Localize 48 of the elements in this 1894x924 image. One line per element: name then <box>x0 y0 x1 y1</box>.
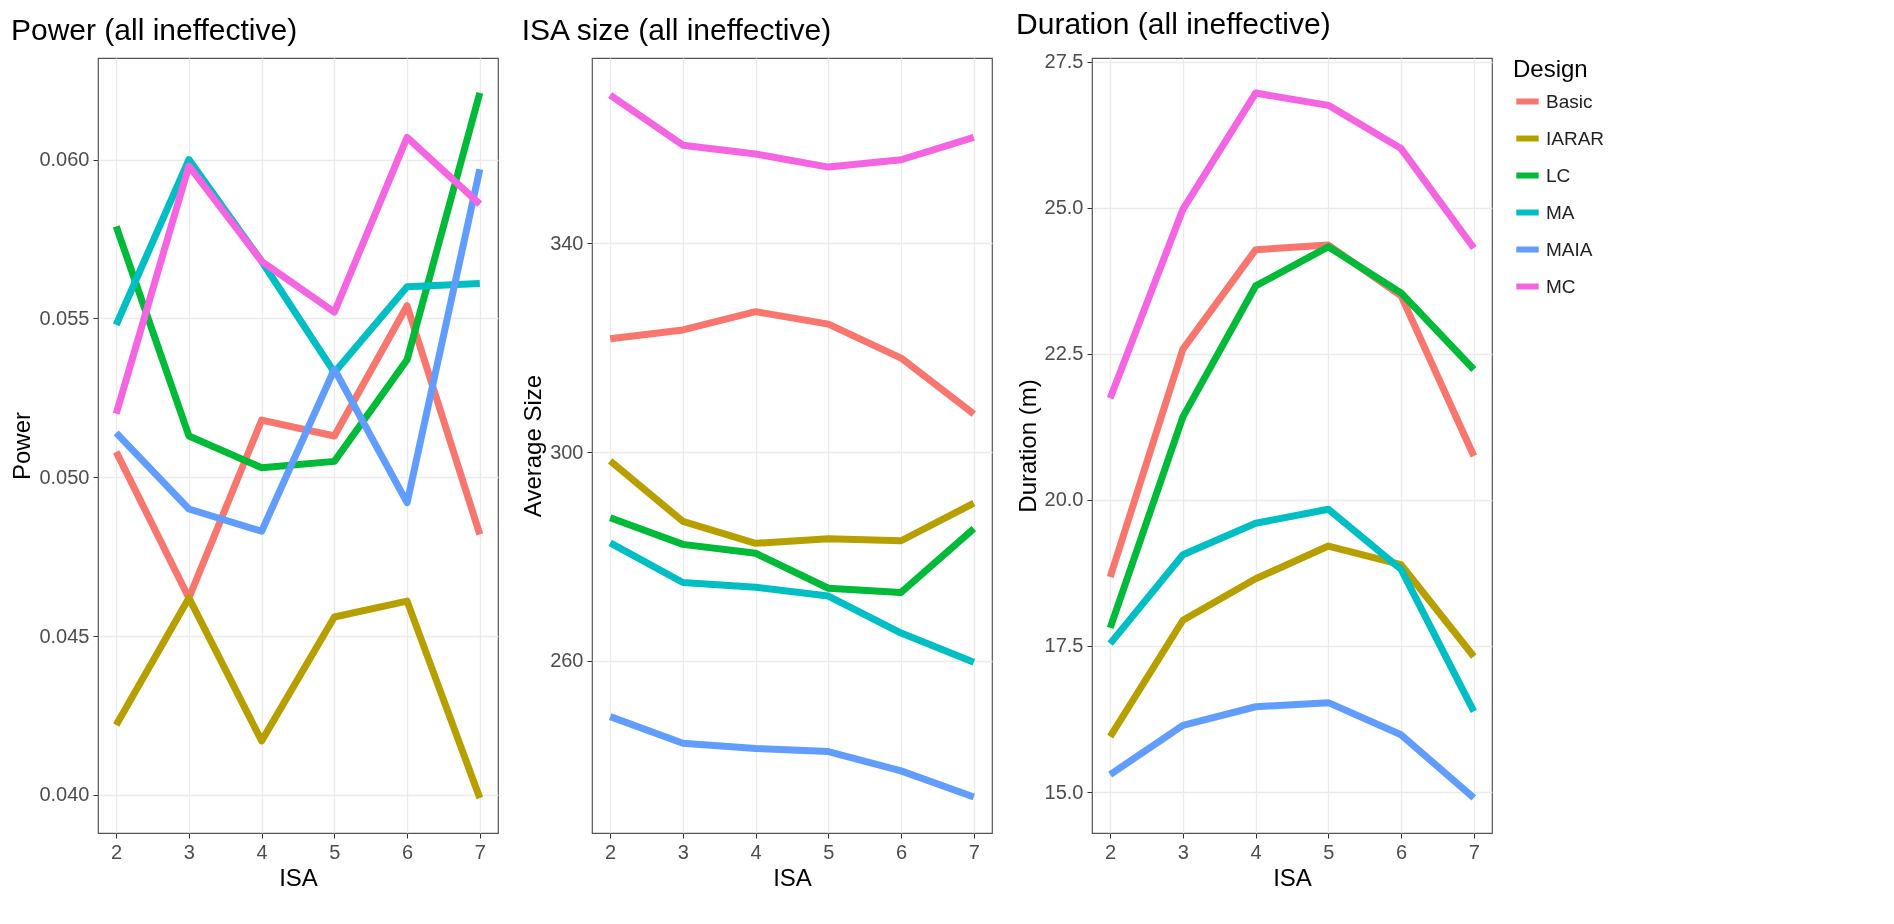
y-tick-label: 15.0 <box>1044 780 1084 803</box>
x-tick-label: 5 <box>823 840 835 863</box>
y-axis-title: Average Size <box>519 374 547 518</box>
legend-label: MAIA <box>1546 238 1593 260</box>
x-tick-label: 5 <box>1323 840 1335 863</box>
x-tick-label: 5 <box>329 840 341 863</box>
y-tick-label: 25.0 <box>1044 196 1084 219</box>
chart-title: ISA size (all ineffective) <box>521 13 832 46</box>
y-tick-label: 20.0 <box>1044 488 1084 511</box>
y-tick-label: 17.5 <box>1044 634 1084 657</box>
x-axis-title: ISA <box>773 863 812 891</box>
x-tick-label: 2 <box>605 840 617 863</box>
y-tick-label: 300 <box>550 440 584 463</box>
x-tick-label: 7 <box>968 840 980 863</box>
legend-title: Design <box>1513 55 1588 82</box>
y-tick-label: 0.055 <box>39 306 90 329</box>
y-tick-label: 260 <box>550 649 584 672</box>
chart-title: Duration (all ineffective) <box>1016 6 1331 40</box>
x-tick-label: 4 <box>1250 840 1262 863</box>
legend-label: IARAR <box>1546 127 1605 149</box>
x-tick-label: 3 <box>677 840 689 863</box>
x-tick-label: 7 <box>474 840 486 863</box>
y-tick-label: 27.5 <box>1044 50 1084 73</box>
y-tick-label: 0.045 <box>39 624 90 647</box>
x-tick-label: 6 <box>896 840 908 863</box>
x-tick-label: 6 <box>402 840 414 863</box>
y-tick-label: 22.5 <box>1044 342 1084 365</box>
x-tick-label: 7 <box>1468 840 1480 863</box>
y-tick-label: 0.050 <box>39 465 90 488</box>
y-axis-title: Duration (m) <box>1013 379 1041 513</box>
y-axis-title: Power <box>8 411 36 481</box>
legend-label: MA <box>1546 201 1575 223</box>
x-axis-title: ISA <box>279 863 318 891</box>
x-axis-title: ISA <box>1273 863 1312 891</box>
y-tick-label: 0.040 <box>39 783 90 806</box>
x-tick-label: 2 <box>1105 840 1117 863</box>
x-tick-label: 4 <box>750 840 762 863</box>
x-tick-label: 3 <box>183 840 195 863</box>
x-tick-label: 2 <box>111 840 123 863</box>
chart-title: Power (all ineffective) <box>10 13 298 46</box>
y-tick-label: 0.060 <box>39 148 90 171</box>
x-tick-label: 4 <box>256 840 268 863</box>
y-tick-label: 340 <box>550 231 584 254</box>
x-tick-label: 3 <box>1177 840 1189 863</box>
legend-label: Basic <box>1546 90 1593 112</box>
legend-label: MC <box>1546 275 1576 297</box>
legend-label: LC <box>1546 164 1571 186</box>
x-tick-label: 6 <box>1396 840 1408 863</box>
